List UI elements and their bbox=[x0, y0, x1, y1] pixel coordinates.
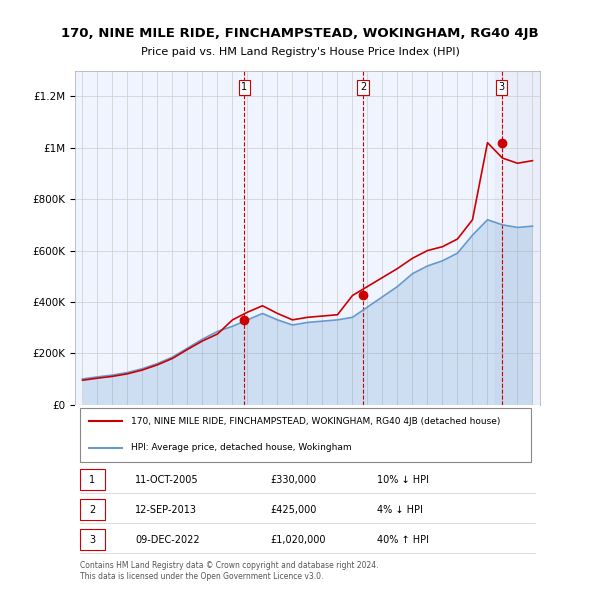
Text: Price paid vs. HM Land Registry's House Price Index (HPI): Price paid vs. HM Land Registry's House … bbox=[140, 47, 460, 57]
Bar bbox=[495, 71, 540, 405]
Text: 3: 3 bbox=[89, 535, 95, 545]
FancyBboxPatch shape bbox=[80, 408, 531, 462]
Text: 1: 1 bbox=[241, 83, 247, 93]
Text: Contains HM Land Registry data © Crown copyright and database right 2024.: Contains HM Land Registry data © Crown c… bbox=[80, 560, 378, 570]
Text: 11-OCT-2005: 11-OCT-2005 bbox=[136, 475, 199, 485]
FancyBboxPatch shape bbox=[80, 469, 105, 490]
Text: 09-DEC-2022: 09-DEC-2022 bbox=[136, 535, 200, 545]
FancyBboxPatch shape bbox=[80, 529, 105, 550]
Text: 170, NINE MILE RIDE, FINCHAMPSTEAD, WOKINGHAM, RG40 4JB: 170, NINE MILE RIDE, FINCHAMPSTEAD, WOKI… bbox=[61, 27, 539, 40]
FancyBboxPatch shape bbox=[80, 499, 105, 520]
Text: HPI: Average price, detached house, Wokingham: HPI: Average price, detached house, Woki… bbox=[131, 443, 352, 453]
Text: 2: 2 bbox=[89, 505, 95, 514]
Text: £1,020,000: £1,020,000 bbox=[270, 535, 326, 545]
Text: £425,000: £425,000 bbox=[270, 505, 317, 514]
Text: 12-SEP-2013: 12-SEP-2013 bbox=[136, 505, 197, 514]
Text: 170, NINE MILE RIDE, FINCHAMPSTEAD, WOKINGHAM, RG40 4JB (detached house): 170, NINE MILE RIDE, FINCHAMPSTEAD, WOKI… bbox=[131, 417, 500, 426]
Text: £330,000: £330,000 bbox=[270, 475, 316, 485]
Text: 4% ↓ HPI: 4% ↓ HPI bbox=[377, 505, 423, 514]
Text: 40% ↑ HPI: 40% ↑ HPI bbox=[377, 535, 429, 545]
Text: This data is licensed under the Open Government Licence v3.0.: This data is licensed under the Open Gov… bbox=[80, 572, 323, 581]
Text: 1: 1 bbox=[89, 475, 95, 485]
Text: 10% ↓ HPI: 10% ↓ HPI bbox=[377, 475, 429, 485]
Text: 2: 2 bbox=[360, 83, 366, 93]
Text: 3: 3 bbox=[499, 83, 505, 93]
